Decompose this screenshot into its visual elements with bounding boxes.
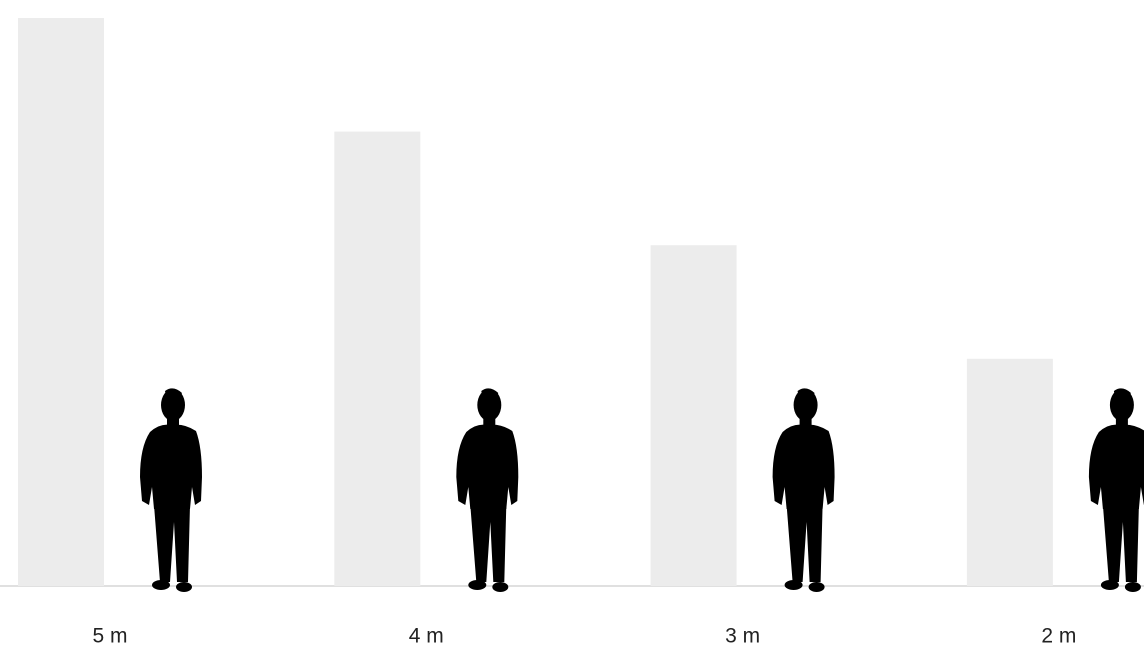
- person-silhouette: [1088, 388, 1144, 592]
- category-label: 2 m: [1041, 625, 1076, 648]
- category-label: 3 m: [725, 625, 760, 648]
- category-label: 5 m: [92, 625, 127, 648]
- person-silhouette: [456, 388, 519, 592]
- bar: [18, 18, 104, 586]
- bar: [966, 358, 1053, 586]
- bar: [650, 245, 737, 586]
- category-label: 4 m: [409, 625, 444, 648]
- bar: [334, 131, 421, 586]
- person-silhouette: [140, 388, 202, 592]
- person-silhouette: [772, 388, 835, 592]
